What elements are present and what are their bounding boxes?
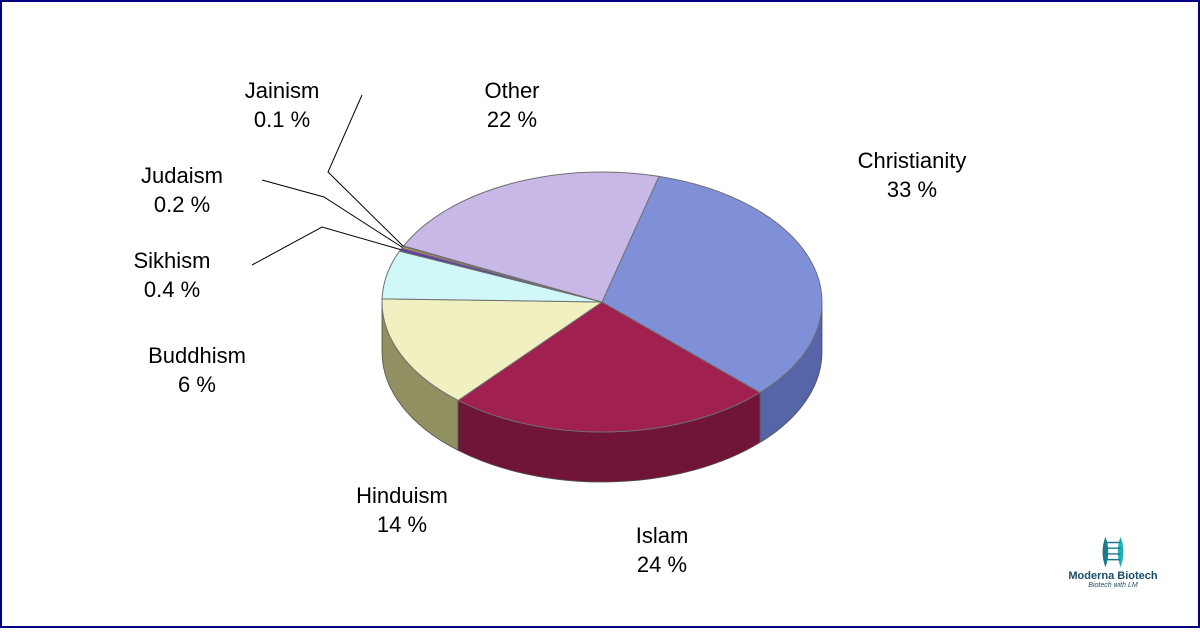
slice-name: Jainism xyxy=(245,78,320,103)
logo-tagline: Biotech with LM xyxy=(1088,582,1137,589)
slice-label-islam: Islam 24 % xyxy=(636,522,689,579)
slice-label-buddhism: Buddhism 6 % xyxy=(148,342,246,399)
slice-pct: 24 % xyxy=(637,552,687,577)
slice-pct: 0.2 % xyxy=(154,192,210,217)
slice-name: Other xyxy=(484,78,539,103)
slice-pct: 33 % xyxy=(887,177,937,202)
slice-pct: 0.4 % xyxy=(144,277,200,302)
pie-chart-svg xyxy=(2,2,1200,630)
slice-name: Christianity xyxy=(858,148,967,173)
slice-name: Judaism xyxy=(141,163,223,188)
slice-name: Hinduism xyxy=(356,483,448,508)
slice-name: Sikhism xyxy=(133,248,210,273)
slice-label-other: Other 22 % xyxy=(484,77,539,134)
pie-chart-container xyxy=(2,2,1198,626)
brand-logo: Moderna Biotech Biotech with LM xyxy=(1058,526,1168,596)
slice-label-judaism: Judaism 0.2 % xyxy=(141,162,223,219)
slice-pct: 0.1 % xyxy=(254,107,310,132)
logo-icon xyxy=(1094,533,1132,571)
slice-pct: 14 % xyxy=(377,512,427,537)
slice-label-christianity: Christianity 33 % xyxy=(858,147,967,204)
slice-name: Islam xyxy=(636,523,689,548)
slice-label-hinduism: Hinduism 14 % xyxy=(356,482,448,539)
logo-brand-text: Moderna Biotech xyxy=(1068,571,1157,582)
slice-name: Buddhism xyxy=(148,343,246,368)
slice-pct: 22 % xyxy=(487,107,537,132)
slice-label-jainism: Jainism 0.1 % xyxy=(245,77,320,134)
slice-label-sikhism: Sikhism 0.4 % xyxy=(133,247,210,304)
slice-pct: 6 % xyxy=(178,372,216,397)
